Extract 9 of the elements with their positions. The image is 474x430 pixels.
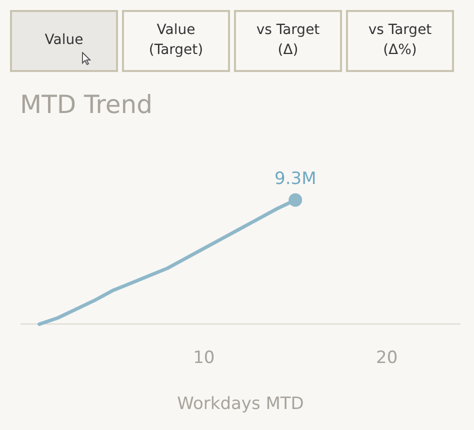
chart-title: MTD Trend <box>20 90 152 119</box>
text: Value <box>10 10 118 72</box>
text: vs Target (Δ) <box>234 10 342 72</box>
text: vs Target (Δ%) <box>346 10 454 72</box>
x-axis-title: Workdays MTD <box>177 394 304 414</box>
x-tick-label: 20 <box>376 348 398 368</box>
annotation: 9.3M <box>274 168 316 189</box>
x-tick-label: 10 <box>193 348 215 368</box>
text: Value (Target) <box>122 10 230 72</box>
